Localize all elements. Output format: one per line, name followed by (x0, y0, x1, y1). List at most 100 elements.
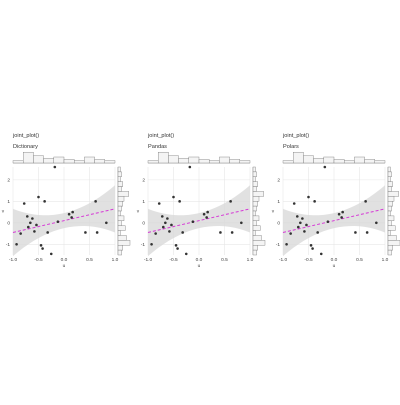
right-histogram-bar (117, 171, 122, 177)
chart-subtitle: Dictionary (13, 144, 38, 150)
x-tick-label: -1.0 (9, 257, 18, 263)
right-histogram-bar (117, 215, 125, 221)
y-axis-label: v (2, 210, 5, 215)
top-histogram-bar (147, 160, 159, 164)
y-axis-label: v (272, 210, 275, 215)
top-histogram-bar (293, 151, 304, 164)
data-point (176, 247, 179, 250)
top-histogram-bar (53, 156, 65, 164)
right-histogram-bar (117, 166, 121, 173)
data-point (164, 221, 167, 225)
right-histogram-bar (387, 176, 391, 182)
data-point (319, 252, 323, 256)
y-tick-label: 0 (142, 221, 145, 227)
data-point (94, 200, 97, 203)
right-histogram (117, 166, 131, 256)
top-histogram-bar (239, 160, 251, 164)
data-point (27, 225, 30, 229)
y-tick-label: -1 (276, 242, 281, 248)
right-histogram-bar (117, 181, 124, 187)
right-histogram-bar (387, 181, 394, 187)
right-histogram-bar (387, 201, 394, 207)
joint-plot-dictionary: joint_plot() Dictionary -1.0 -0.5 0.0 0.5 1.0 2… (2, 133, 131, 269)
data-point (202, 212, 206, 216)
data-point (341, 210, 344, 214)
y-tick-label: -1 (6, 242, 11, 248)
x-tick-label: -0.5 (169, 257, 178, 263)
x-tick-label: 1.0 (382, 257, 389, 263)
top-histogram-bar (104, 160, 116, 164)
top-histogram (282, 151, 386, 164)
right-histogram-bar (117, 225, 126, 231)
top-histogram (147, 151, 251, 164)
data-point (15, 242, 18, 246)
chart-title: joint_plot() (147, 133, 174, 139)
data-point (313, 200, 316, 203)
data-point (172, 195, 175, 199)
data-point (375, 221, 378, 225)
data-point (157, 202, 161, 205)
right-histogram-bar (117, 249, 122, 256)
y-tick-label: 0 (277, 221, 280, 227)
data-point (285, 242, 288, 246)
data-point (71, 210, 74, 214)
right-histogram-bar (117, 205, 122, 212)
data-point (160, 215, 164, 218)
data-point (292, 202, 296, 205)
top-histogram-bar (333, 159, 345, 164)
x-tick-label: 0.5 (86, 257, 93, 263)
top-histogram-bar (178, 157, 190, 164)
data-point (303, 230, 306, 233)
data-point (22, 202, 26, 205)
data-point (19, 232, 22, 235)
right-histogram-bar (117, 210, 121, 217)
x-tick-label: 1.0 (112, 257, 119, 263)
x-tick-label: 0.5 (221, 257, 228, 263)
chart-title: joint_plot() (282, 133, 309, 139)
right-histogram (252, 166, 266, 256)
chart-title: joint_plot() (12, 133, 39, 139)
data-point (295, 215, 299, 218)
data-point (49, 252, 53, 256)
x-tick-label: 1.0 (247, 257, 254, 263)
trend-line (12, 208, 116, 233)
data-point (56, 220, 60, 224)
right-histogram-bar (387, 245, 394, 251)
y-tick-label: 1 (277, 199, 280, 205)
right-histogram-bar (387, 225, 396, 231)
data-point (305, 223, 308, 227)
right-histogram-bar (117, 245, 124, 251)
data-point (178, 200, 181, 203)
data-point (67, 212, 71, 216)
data-point (365, 231, 369, 234)
y-tick-label: -1 (141, 242, 146, 248)
data-point (184, 252, 188, 256)
x-tick-label: 0.0 (61, 257, 68, 263)
right-histogram-bar (252, 235, 262, 241)
top-histogram-bar (84, 156, 95, 164)
joint-plot-polars: joint_plot() Polars -1.0 -0.5 0.0 0.5 1.0 2 1 0 -1… (272, 133, 400, 269)
top-histogram-bar (208, 160, 220, 164)
right-histogram-bar (252, 249, 257, 256)
right-histogram-bar (387, 210, 391, 217)
data-point (70, 216, 73, 219)
data-point (150, 242, 153, 246)
y-axis-label: v (137, 210, 140, 215)
data-point (240, 221, 243, 225)
right-histogram-bar (387, 220, 392, 226)
data-point (84, 231, 87, 234)
scatter-points (15, 165, 108, 256)
data-point (364, 200, 367, 203)
right-histogram-bar (252, 215, 260, 221)
x-axis-label: u (63, 264, 66, 269)
x-tick-label: -0.5 (34, 257, 43, 263)
top-histogram-bar (94, 159, 105, 164)
x-tick-label: -1.0 (144, 257, 153, 263)
x-axis-label: u (333, 264, 336, 269)
top-histogram-bar (344, 160, 355, 164)
scatter-points (285, 165, 378, 256)
chart-subtitle: Pandas (148, 144, 167, 150)
right-histogram-bar (252, 210, 256, 217)
data-point (205, 216, 208, 219)
right-histogram-bar (252, 220, 257, 226)
